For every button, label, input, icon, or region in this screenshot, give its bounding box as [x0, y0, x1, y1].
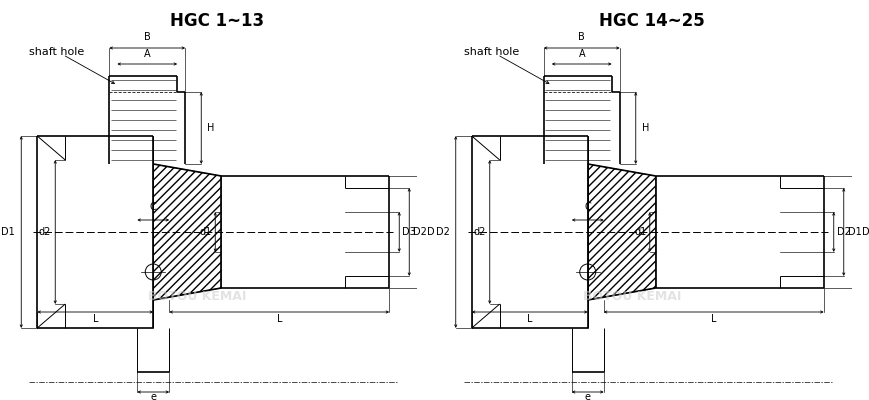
Text: A: A [579, 49, 585, 59]
Text: shaft hole: shaft hole [30, 47, 84, 57]
Text: HGC 14~25: HGC 14~25 [599, 12, 705, 30]
Text: HGC 1~13: HGC 1~13 [170, 12, 264, 30]
Text: D1: D1 [848, 227, 861, 237]
Text: L: L [527, 314, 533, 324]
Text: d2: d2 [39, 227, 51, 237]
Text: C: C [584, 202, 591, 212]
Text: BOTOU KEMAI: BOTOU KEMAI [582, 290, 681, 302]
Text: D2: D2 [436, 227, 450, 237]
Text: d1: d1 [634, 227, 647, 237]
Text: d1: d1 [200, 227, 212, 237]
Text: D: D [428, 227, 434, 237]
Text: D2: D2 [837, 227, 851, 237]
Text: A: A [144, 49, 150, 59]
Text: D1: D1 [2, 227, 16, 237]
Text: H: H [641, 123, 649, 133]
Text: D3: D3 [402, 227, 416, 237]
Text: BOTOU KEMAI: BOTOU KEMAI [148, 290, 247, 302]
Text: B: B [579, 32, 585, 42]
Text: shaft hole: shaft hole [464, 47, 519, 57]
Text: D2: D2 [414, 227, 428, 237]
Text: L: L [711, 314, 717, 324]
Text: d2: d2 [474, 227, 486, 237]
Text: C: C [149, 202, 156, 212]
Text: e: e [150, 392, 156, 400]
Text: D: D [862, 227, 869, 237]
Text: H: H [207, 123, 215, 133]
Text: L: L [92, 314, 98, 324]
Text: L: L [276, 314, 282, 324]
Text: e: e [585, 392, 591, 400]
Text: B: B [144, 32, 150, 42]
